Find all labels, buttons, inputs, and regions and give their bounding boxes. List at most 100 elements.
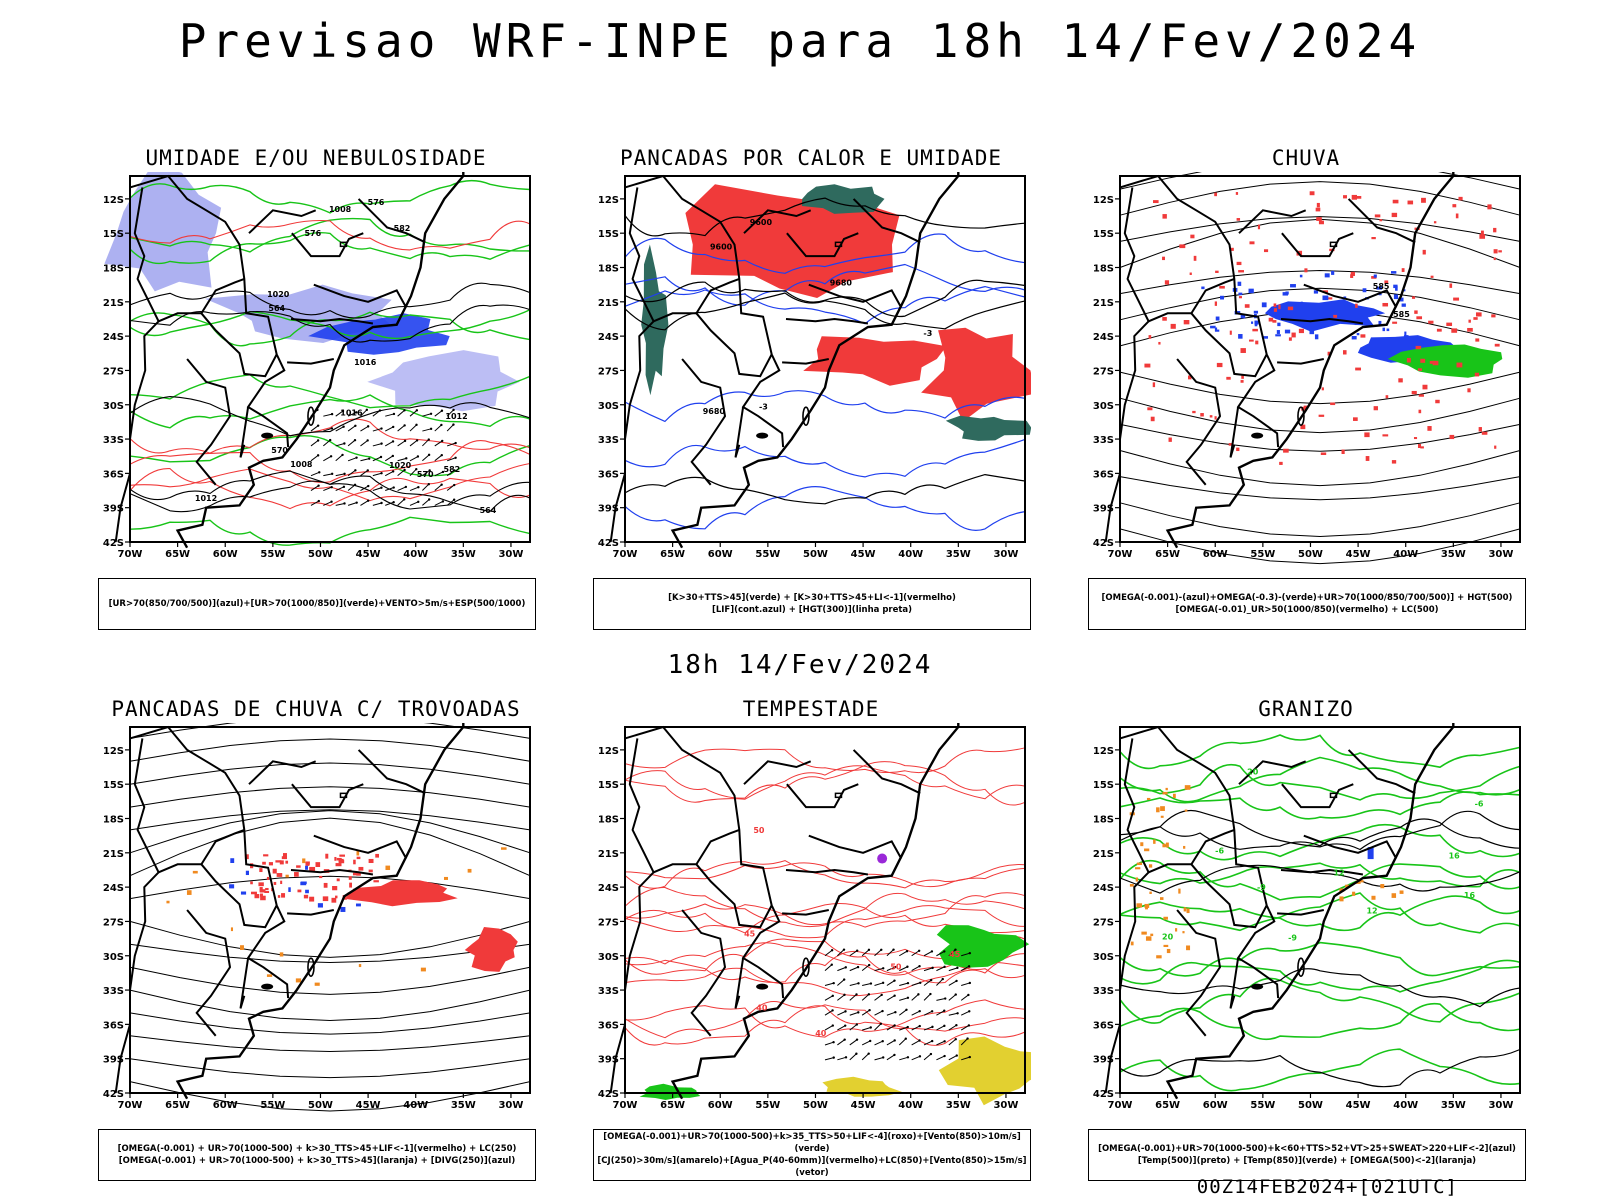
lon-tick-label: 40W [898, 549, 923, 560]
legend-line: [CJ(250)>30m/s](amarelo)+[Agua_P(40-60mm… [597, 1156, 1027, 1178]
omega-orange [1148, 864, 1153, 868]
border-line [287, 909, 334, 916]
wind-vector [831, 994, 834, 998]
wind-vector [440, 483, 443, 486]
wind-vector [898, 1009, 907, 1016]
thunder-red [265, 887, 269, 891]
omega-orange [1150, 933, 1154, 937]
wind-vector [874, 1010, 883, 1016]
rain-red [1353, 417, 1358, 421]
wind-vector [409, 456, 419, 462]
wind-vector [911, 965, 920, 972]
streamline [129, 1058, 531, 1079]
omega-orange [1153, 839, 1156, 844]
wind-vector [861, 1009, 870, 1016]
thunder-red [335, 863, 342, 867]
wind-vector [384, 455, 394, 462]
rain-blue [1351, 336, 1357, 340]
thunder-red [325, 853, 329, 859]
wind-vector [923, 1010, 933, 1016]
border-line [313, 834, 408, 859]
omega-orange [1141, 931, 1147, 935]
wind-vector [409, 486, 419, 491]
thunder-red [464, 927, 518, 972]
rain-red [1168, 437, 1172, 442]
wind-vector [936, 978, 944, 986]
lon-tick-label: 55W [755, 549, 780, 560]
rain-red [1188, 375, 1192, 380]
wind-vector [360, 458, 370, 462]
wind-vector [441, 470, 445, 474]
panel-pancadas-trovoadas: PANCADAS DE CHUVA C/ TROVOADAS 12S 15S 18S… [96, 697, 566, 1187]
hail-blue [1367, 847, 1374, 860]
wind-vector [360, 469, 369, 477]
streamline [129, 817, 531, 877]
divergence-blue [288, 887, 291, 892]
rain-red [1468, 319, 1471, 323]
rain-red [1189, 272, 1192, 275]
rain-blue [1324, 273, 1330, 278]
wind-vector [446, 469, 455, 477]
contour-label: -3 [759, 402, 768, 411]
temp850-contour [1119, 895, 1521, 932]
lon-tick-label: 30W [498, 1100, 523, 1111]
omega-orange [1184, 809, 1188, 812]
wind-vector [404, 485, 408, 489]
plot-frame [129, 726, 531, 1094]
thunder-orange [166, 900, 170, 904]
omega-orange [1166, 948, 1171, 954]
lon-tick-label: 45W [851, 1100, 876, 1111]
wind-vector [397, 498, 405, 506]
lat-tick-label: 36S [1093, 1020, 1114, 1031]
wind-vector [918, 965, 921, 968]
wind-vector [385, 413, 395, 417]
omega-orange [1186, 908, 1190, 914]
panel-title: PANCADAS POR CALOR E UMIDADE [619, 146, 1002, 170]
wind-vector [452, 423, 455, 426]
contour-label: 16 [1449, 852, 1461, 861]
rain-blue [1251, 321, 1254, 324]
wind-vector [849, 1039, 858, 1046]
wind-vector [880, 948, 883, 952]
lat-tick-label: 30S [598, 401, 619, 412]
wind-vector [930, 1039, 934, 1043]
lon-tick-label: 70W [1108, 1100, 1133, 1111]
wind-vector [385, 487, 394, 492]
thunder-orange [240, 945, 244, 950]
rain-red [1467, 388, 1471, 393]
wind-vector [378, 409, 382, 412]
lon-tick-label: 60W [708, 1100, 733, 1111]
contour-label: 20 [1162, 933, 1174, 942]
rain-blue [1398, 297, 1404, 302]
omega-orange [1183, 845, 1186, 849]
omega-orange [1160, 897, 1164, 900]
rain-red [1238, 296, 1242, 299]
panel-legend: [OMEGA(-0.001)-(azul)+OMEGA(-0.3)-(verde… [1088, 578, 1526, 630]
lat-tick-label: 12S [598, 746, 619, 757]
wind-vector [861, 1053, 870, 1061]
thunder-red [373, 893, 378, 897]
lon-tick-label: 60W [1203, 549, 1228, 560]
wind-vector [403, 468, 406, 472]
wind-vector [347, 411, 357, 417]
wind-vector [849, 994, 857, 1001]
rain-red [1420, 358, 1426, 363]
rain-red [1229, 330, 1232, 335]
jet-yellow [822, 1076, 902, 1097]
panel-title: PANCADAS DE CHUVA C/ TROVOADAS [111, 697, 521, 721]
omega-orange [1130, 941, 1134, 946]
pressure-contour [129, 396, 531, 437]
wind-vector [409, 468, 417, 477]
rain-red [1291, 332, 1296, 338]
lat-tick-label: 39S [103, 504, 124, 515]
wind-green [639, 1083, 701, 1100]
wind-vector [832, 981, 835, 985]
legend-line: [OMEGA(-0.001) + UR>70(1000-500) + k>30_… [117, 1144, 517, 1154]
border-line [1104, 871, 1150, 1094]
wind-vector [428, 469, 431, 472]
wind-vector [832, 1040, 835, 1044]
rain-red [1384, 280, 1389, 284]
border-line [133, 187, 245, 323]
lon-tick-label: 50W [803, 1100, 828, 1111]
rain-red [1455, 213, 1459, 219]
